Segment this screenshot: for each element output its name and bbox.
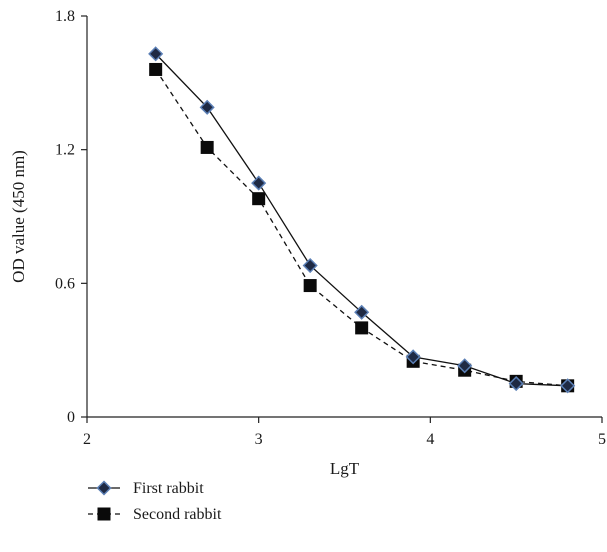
series-line [155,69,568,387]
data-point [405,349,421,365]
legend-label: First rabbit [133,480,204,497]
data-point [252,192,266,206]
data-point [457,358,473,374]
data-point [149,62,163,76]
data-point [199,99,215,115]
series-layer [148,46,576,394]
x-axis-title: LgT [330,459,360,478]
y-tick-label: 0.6 [55,275,75,292]
data-point [355,321,369,335]
series-line [155,53,568,387]
data-point [303,279,317,293]
data-point [354,304,370,320]
y-axis-title: OD value (450 nm) [9,150,28,283]
y-axis-ticks: 0 0.6 1.2 1.8 [55,8,87,426]
data-point [148,46,164,62]
x-tick-label: 5 [598,431,606,448]
y-tick-label: 1.2 [55,142,75,159]
legend: First rabbit Second rabbit [88,480,222,523]
legend-item: First rabbit [88,480,204,497]
legend-label: Second rabbit [133,506,222,523]
data-point [200,140,214,154]
data-point [508,376,524,392]
data-point [251,175,267,191]
series-1 [148,46,576,394]
x-tick-label: 3 [255,431,263,448]
legend-item: Second rabbit [88,506,222,523]
legend-marker [96,480,112,496]
data-point [560,378,576,394]
y-tick-label: 0 [67,409,75,426]
data-point [302,257,318,274]
x-tick-label: 2 [83,431,91,448]
x-axis-ticks: 2 3 4 5 [83,417,606,448]
legend-marker [97,507,111,521]
x-tick-label: 4 [426,431,434,448]
y-tick-label: 1.8 [55,8,75,25]
series-2 [149,62,575,393]
axes [86,16,602,418]
